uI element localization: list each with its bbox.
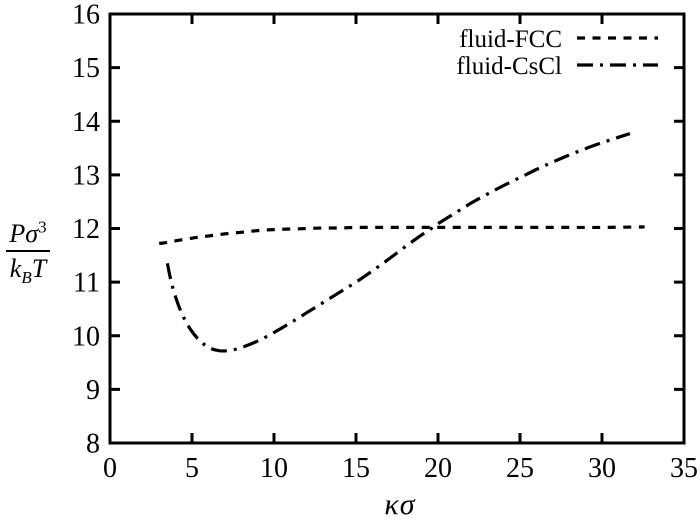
legend-label-fluid-cscl: fluid-CsCl bbox=[456, 53, 562, 80]
y-tick-label: 8 bbox=[86, 429, 100, 460]
y-tick-label: 13 bbox=[72, 160, 100, 191]
x-tick-label: 5 bbox=[185, 453, 199, 484]
legend-label-fluid-fcc: fluid-FCC bbox=[459, 26, 562, 53]
y-tick-label: 9 bbox=[86, 375, 100, 406]
y-axis-label-denominator: kBT bbox=[9, 254, 47, 288]
y-axis-label-numerator: Pσ3 bbox=[6, 218, 50, 253]
x-tick-label: 35 bbox=[670, 453, 698, 484]
x-tick-label: 30 bbox=[588, 453, 616, 484]
y-tick-label: 14 bbox=[72, 107, 100, 138]
y-tick-label: 16 bbox=[72, 0, 100, 31]
y-tick-label: 12 bbox=[72, 214, 100, 245]
x-tick-label: 10 bbox=[260, 453, 288, 484]
series-line-fluid-cscl bbox=[165, 132, 631, 353]
plot-frame bbox=[108, 12, 686, 445]
series-line-fluid-fcc bbox=[158, 225, 645, 246]
y-tick-label: 11 bbox=[73, 268, 100, 299]
y-tick-label: 15 bbox=[72, 53, 100, 84]
y-tick-label: 10 bbox=[72, 321, 100, 352]
x-tick-label: 15 bbox=[342, 453, 370, 484]
x-tick-label: 20 bbox=[424, 453, 452, 484]
x-tick-label: 25 bbox=[506, 453, 534, 484]
x-tick-label: 0 bbox=[103, 453, 117, 484]
x-axis-label: κσ bbox=[384, 488, 416, 521]
y-axis-label: Pσ3 kBT bbox=[2, 218, 54, 288]
